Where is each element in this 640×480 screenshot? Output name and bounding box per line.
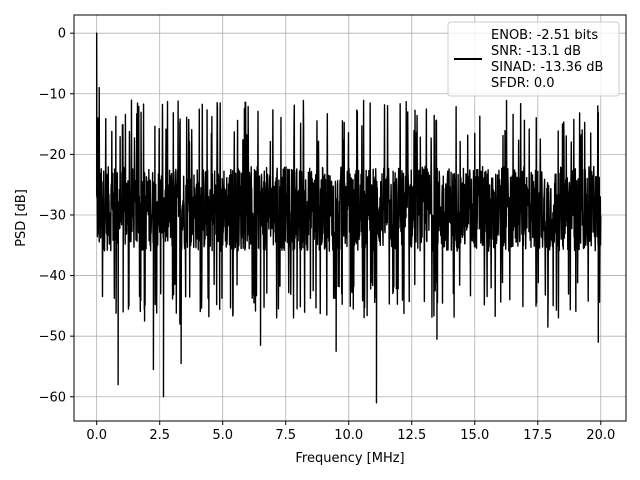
legend-text-sfdr: SFDR: 0.0 (491, 76, 555, 91)
x-tick-label: 15.0 (460, 428, 489, 443)
x-axis-ticks: 0.0 2.5 5.0 7.5 10.0 12.5 15.0 17.5 20.0 (86, 421, 615, 443)
y-tick-label: −60 (39, 390, 66, 405)
x-tick-label: 5.0 (212, 428, 233, 443)
x-tick-label: 0.0 (86, 428, 107, 443)
psd-series-line (95, 32, 602, 404)
y-axis-label: PSD [dB] (14, 189, 29, 247)
y-tick-label: −30 (39, 208, 66, 223)
x-tick-label: 20.0 (586, 428, 615, 443)
plot-area-frame (73, 14, 627, 422)
legend-text-enob: ENOB: -2.51 bits (491, 28, 598, 43)
x-tick-label: 10.0 (334, 428, 363, 443)
legend-text-sinad: SINAD: -13.36 dB (491, 60, 603, 75)
x-tick-label: 2.5 (149, 428, 170, 443)
legend-box (447, 21, 620, 97)
x-tick-label: 17.5 (523, 428, 552, 443)
y-tick-label: −50 (39, 330, 66, 345)
y-axis-ticks: 0 −10 −20 −30 −40 −50 −60 (39, 27, 74, 405)
x-axis-label: Frequency [MHz] (295, 451, 404, 466)
legend-text-snr: SNR: -13.1 dB (491, 44, 581, 59)
x-tick-label: 12.5 (397, 428, 426, 443)
y-tick-label: −10 (39, 87, 66, 102)
y-tick-label: −20 (39, 148, 66, 163)
series-layer (95, 32, 602, 404)
y-tick-label: 0 (58, 27, 66, 42)
x-tick-label: 7.5 (275, 428, 296, 443)
legend: ENOB: -2.51 bits SNR: -13.1 dB SINAD: -1… (447, 21, 620, 97)
y-tick-label: −40 (39, 269, 66, 284)
